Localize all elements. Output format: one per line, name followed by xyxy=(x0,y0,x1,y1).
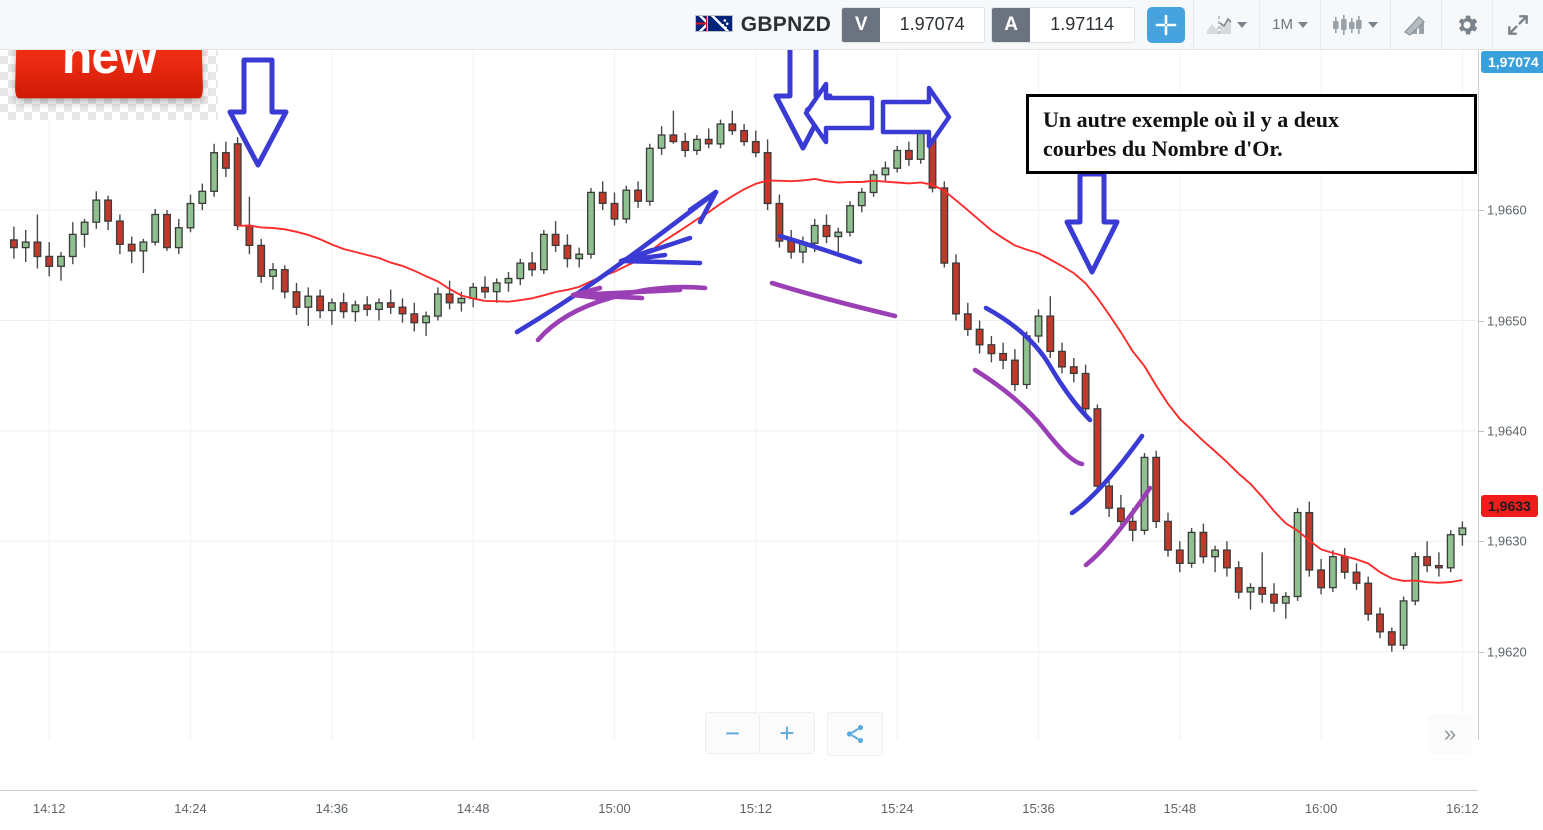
time-tick: 15:36 xyxy=(1022,801,1055,816)
price-axis[interactable]: 1,9660 1,9650 1,9640 1,9630 1,9620 1,97074 1,9… xyxy=(1478,50,1543,740)
time-tick: 15:24 xyxy=(880,801,914,816)
time-tick: 14:36 xyxy=(315,801,349,816)
pencil-chart-icon xyxy=(1403,14,1429,36)
share-button[interactable] xyxy=(827,712,883,756)
share-icon xyxy=(846,725,864,743)
chart-toolbar: GBPNZD V 1.97074 A 1.97114 xyxy=(0,0,1543,50)
expand-icon xyxy=(1505,12,1531,38)
bid-value: 1.97074 xyxy=(880,7,985,42)
symbol-block[interactable]: GBPNZD xyxy=(694,12,832,37)
fullscreen-button[interactable] xyxy=(1492,0,1543,50)
time-tick: 15:48 xyxy=(1163,801,1197,816)
timeframe-button[interactable]: 1M xyxy=(1259,0,1320,50)
ask-quote[interactable]: A 1.97114 xyxy=(991,6,1136,43)
chevron-down-icon xyxy=(1298,21,1308,28)
candle-style-button[interactable] xyxy=(1320,0,1390,50)
candlestick-icon xyxy=(1333,14,1363,36)
ask-value: 1.97114 xyxy=(1030,7,1135,42)
price-tick: 1,9620 xyxy=(1487,644,1527,660)
gear-icon xyxy=(1454,12,1480,38)
last-price-badge: 1,9633 xyxy=(1481,495,1538,517)
annotation-line-2: courbes du Nombre d'Or. xyxy=(1043,136,1283,161)
scroll-to-end-button[interactable]: » xyxy=(1428,714,1472,754)
timeframe-label: 1M xyxy=(1272,16,1293,33)
price-tick: 1,9660 xyxy=(1487,202,1527,218)
zoom-out-button[interactable]: − xyxy=(705,712,760,754)
zoom-controls: − + xyxy=(705,712,815,754)
bid-quote[interactable]: V 1.97074 xyxy=(841,6,986,43)
chevron-down-icon xyxy=(1237,21,1248,28)
chart-type-button[interactable] xyxy=(1193,0,1259,50)
bid-price-badge: 1,97074 xyxy=(1481,51,1543,73)
price-tick: 1,9630 xyxy=(1487,533,1527,549)
crosshair-icon[interactable] xyxy=(1147,6,1186,43)
time-tick: 16:12 xyxy=(1446,801,1479,816)
area-chart-icon xyxy=(1206,15,1232,35)
time-tick: 15:00 xyxy=(598,801,631,816)
time-tick: 14:12 xyxy=(32,801,66,816)
symbol-name: GBPNZD xyxy=(740,12,832,36)
annotation-text: Un autre exemple où il y a deux courbes … xyxy=(1043,105,1339,163)
flag-pair xyxy=(694,14,733,35)
price-tick: 1,9640 xyxy=(1487,423,1527,439)
time-tick: 14:24 xyxy=(174,801,207,816)
ask-tag: A xyxy=(992,7,1031,42)
price-tick: 1,9650 xyxy=(1487,313,1527,328)
indicators-button[interactable] xyxy=(1390,0,1441,50)
chevron-down-icon xyxy=(1368,21,1378,28)
time-tick: 14:48 xyxy=(456,801,490,816)
time-axis[interactable]: 14:12 14:24 14:36 14:48 15:00 15:12 15:24 15:36… xyxy=(0,790,1479,830)
bid-tag: V xyxy=(842,7,881,42)
nz-flag-icon xyxy=(706,14,733,32)
annotation-line-1: Un autre exemple où il y a deux xyxy=(1043,106,1339,132)
time-tick: 16:00 xyxy=(1304,801,1338,816)
settings-button[interactable] xyxy=(1441,0,1492,50)
time-tick: 15:12 xyxy=(739,801,773,816)
annotation-callout: Un autre exemple où il y a deux courbes … xyxy=(1026,94,1477,174)
zoom-in-button[interactable]: + xyxy=(760,712,815,754)
